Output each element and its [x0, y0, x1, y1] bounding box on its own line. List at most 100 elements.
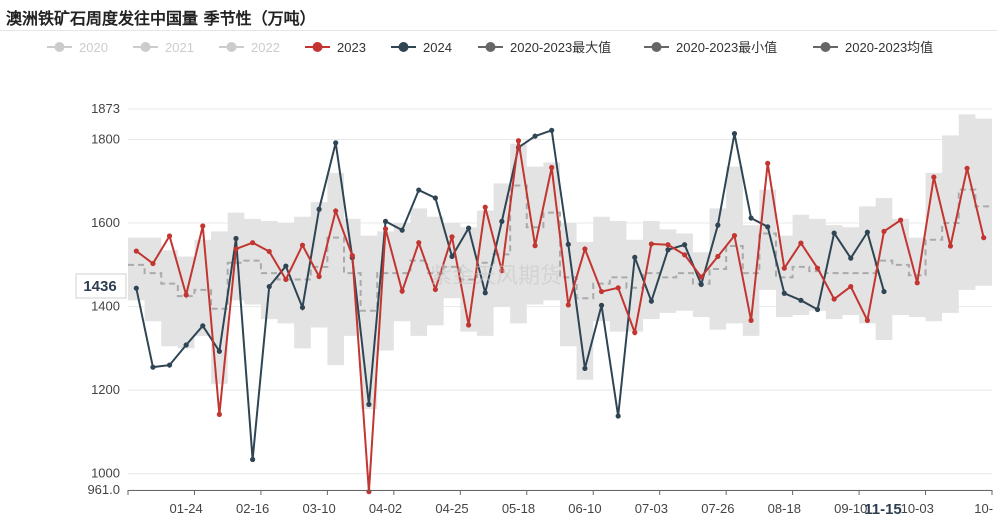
- series-2024-point: [216, 348, 222, 354]
- series-2024-line: [135, 128, 885, 460]
- series-2023-point: [250, 240, 256, 246]
- y-tick-label: 1600: [91, 215, 120, 230]
- legend-item: 2020-2023最小值: [644, 40, 777, 55]
- series-2024-point: [499, 218, 505, 224]
- legend-item: 2021: [133, 40, 194, 55]
- series-2024-point: [366, 401, 372, 407]
- series-2023-point: [449, 234, 455, 240]
- series-2023-point: [881, 228, 887, 235]
- series-2023-point: [914, 280, 920, 286]
- series-2023-point: [283, 276, 289, 283]
- watermark-text: 紫金天风期货: [430, 264, 562, 289]
- series-2023-point: [216, 411, 222, 417]
- series-2023-point: [416, 240, 422, 246]
- series-2024-point: [150, 364, 156, 370]
- series-2023-point: [532, 243, 538, 249]
- series-2024-point: [133, 285, 139, 291]
- x-tick-label: 10-03: [901, 501, 934, 516]
- series-2023-point: [682, 252, 688, 258]
- series-2024-point: [200, 323, 206, 329]
- series-2024-point: [432, 195, 438, 201]
- x-tick-label: 01-24: [170, 501, 203, 516]
- series-2023-point: [150, 260, 156, 267]
- series-2023-point: [615, 285, 621, 291]
- legend-item: 2020: [47, 40, 108, 55]
- series-2024-point: [399, 227, 405, 233]
- x-tick-label: 07-03: [635, 501, 668, 516]
- axis-pointer: 1436 11-15: [75, 273, 902, 518]
- series-2024-point: [482, 290, 488, 296]
- legend-label: 2023: [337, 40, 366, 55]
- series-2024-point: [183, 342, 189, 348]
- series-2023-line: [135, 140, 985, 492]
- series-2023-point: [848, 283, 854, 290]
- series-2023-point: [731, 232, 738, 239]
- legend-circle-icon: [226, 42, 237, 52]
- y-tick-label: 1873: [91, 101, 120, 116]
- series-2023-point: [266, 248, 272, 255]
- series-2023-point: [349, 253, 355, 259]
- series-2023-point: [798, 240, 804, 246]
- series-2023-point: [632, 329, 638, 336]
- y-pointer-label-box: [75, 273, 127, 299]
- series-2024-point: [299, 304, 306, 311]
- series-2024-point: [549, 127, 555, 133]
- y-tick-label: 961.0: [87, 482, 120, 497]
- series-2023-point: [648, 241, 654, 247]
- series-2023-point: [183, 292, 189, 298]
- x-tick-label: 06-10: [568, 501, 601, 516]
- series-2023-point: [299, 242, 306, 248]
- legend-circle-icon: [651, 42, 662, 52]
- series-lines: [133, 127, 987, 495]
- series-2023-point: [233, 246, 239, 252]
- series-2023-point: [432, 286, 438, 293]
- series-2023-point: [598, 288, 605, 295]
- average-line: [128, 184, 992, 312]
- series-2023-point: [814, 265, 821, 271]
- series-2024-point: [765, 224, 771, 230]
- series-2023-point: [931, 174, 937, 180]
- series-2024-point: [250, 456, 256, 463]
- series-2023-point: [964, 165, 970, 171]
- series-2023-point: [316, 273, 322, 280]
- series-2024-point: [665, 247, 671, 253]
- series-2023-point: [482, 204, 488, 210]
- series-2024-point: [166, 362, 173, 368]
- series-2024-group: [133, 127, 887, 463]
- series-2024-point: [731, 131, 738, 137]
- legend-circle-icon: [312, 42, 323, 52]
- series-2023-point: [582, 246, 588, 252]
- series-2024-point: [682, 242, 688, 248]
- legend-label: 2022: [251, 40, 280, 55]
- series-2023-point: [200, 223, 206, 229]
- legend-item: 2020-2023均值: [813, 40, 933, 55]
- legend: 2020 2021 2022 2023 2024 2020-2023最大值 2020-202…: [47, 40, 933, 55]
- chart-title: 澳洲铁矿石周度发往中国量 季节性（万吨）: [6, 9, 316, 28]
- legend-label: 2020-2023最大值: [510, 40, 611, 55]
- series-2024-point: [449, 253, 455, 260]
- x-tick-label: 08-18: [768, 501, 801, 516]
- series-2023-point: [947, 243, 954, 249]
- series-2024-point: [316, 206, 322, 212]
- series-2023-point: [748, 317, 754, 323]
- legend-label: 2021: [165, 40, 194, 55]
- legend-circle-icon: [485, 42, 496, 52]
- legend-circle-icon: [54, 42, 65, 52]
- series-2024-point: [648, 298, 654, 304]
- series-2023-point: [898, 217, 904, 223]
- series-2024-point: [814, 306, 821, 313]
- series-2023-point: [864, 317, 870, 323]
- y-tick-label: 1200: [91, 382, 120, 397]
- legend-label: 2024: [423, 40, 452, 55]
- x-tick-label: 03-10: [302, 501, 335, 516]
- series-2023-point: [781, 265, 787, 271]
- y-tick-label: 1800: [91, 131, 120, 146]
- x-tick-label: 04-02: [369, 501, 402, 516]
- series-2023-point: [382, 226, 389, 232]
- x-tick-label: 05-18: [502, 501, 535, 516]
- x-tick-label: 09-10: [834, 501, 867, 516]
- series-2023-point: [981, 235, 987, 241]
- series-2024-point: [565, 241, 571, 247]
